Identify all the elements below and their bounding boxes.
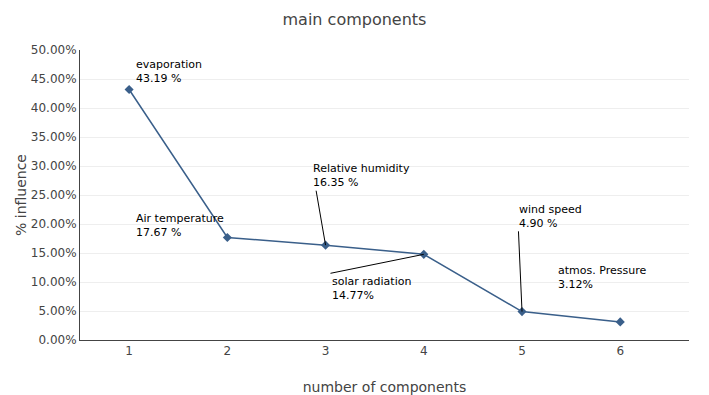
svg-text:4: 4 <box>420 344 428 358</box>
svg-text:50.00%: 50.00% <box>31 43 77 57</box>
svg-text:3: 3 <box>322 344 330 358</box>
svg-text:35.00%: 35.00% <box>31 130 77 144</box>
svg-text:0.00%: 0.00% <box>38 333 76 347</box>
svg-text:% influence: % influence <box>13 154 29 236</box>
svg-text:solar radiation14.77%: solar radiation14.77% <box>332 275 411 302</box>
svg-text:30.00%: 30.00% <box>31 159 77 173</box>
svg-text:10.00%: 10.00% <box>31 275 77 289</box>
svg-text:20.00%: 20.00% <box>31 217 77 231</box>
svg-text:40.00%: 40.00% <box>31 101 77 115</box>
svg-text:Air temperature17.67 %: Air temperature17.67 % <box>136 212 224 239</box>
svg-text:25.00%: 25.00% <box>31 188 77 202</box>
svg-text:2: 2 <box>224 344 232 358</box>
svg-text:number of components: number of components <box>303 379 467 395</box>
svg-text:45.00%: 45.00% <box>31 72 77 86</box>
svg-text:Relative humidity16.35 %: Relative humidity16.35 % <box>313 162 410 189</box>
svg-text:5: 5 <box>518 344 526 358</box>
svg-text:15.00%: 15.00% <box>31 246 77 260</box>
svg-text:5.00%: 5.00% <box>38 304 76 318</box>
svg-text:evaporation43.19 %: evaporation43.19 % <box>136 58 202 85</box>
svg-text:6: 6 <box>616 344 624 358</box>
svg-text:atmos. Pressure3.12%: atmos. Pressure3.12% <box>558 264 646 291</box>
svg-text:main components: main components <box>283 10 427 29</box>
svg-text:1: 1 <box>125 344 133 358</box>
svg-text:wind speed4.90 %: wind speed4.90 % <box>519 203 582 230</box>
